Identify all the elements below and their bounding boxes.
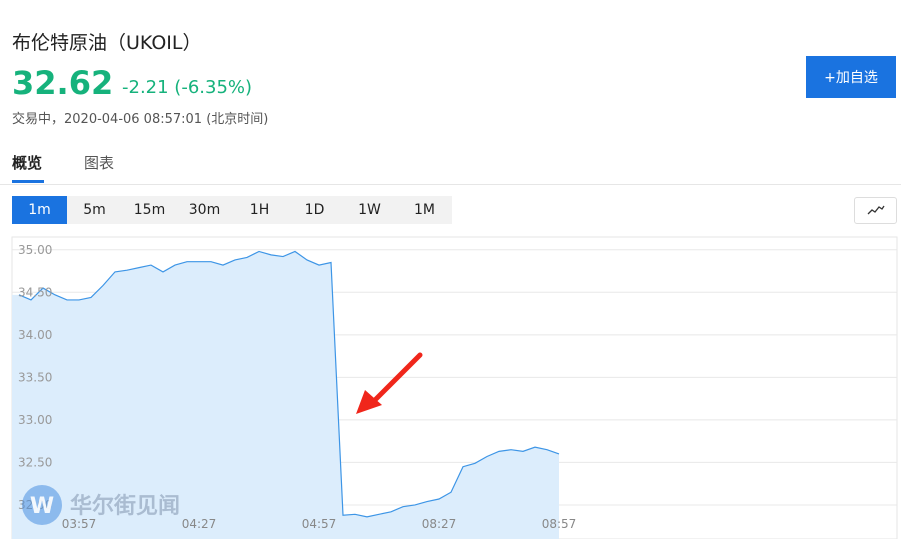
y-tick-label: 32.50 bbox=[18, 455, 52, 469]
status: 交易中，2020-04-06 08:57:01 (北京时间) bbox=[12, 112, 269, 127]
tab[interactable]: 概览 bbox=[12, 154, 43, 172]
interval-button[interactable]: 1W bbox=[358, 202, 381, 218]
x-tick-label: 04:27 bbox=[182, 517, 217, 531]
x-tick-label: 03:57 bbox=[62, 517, 97, 531]
x-tick-label: 08:27 bbox=[422, 517, 457, 531]
y-tick-label: 35.00 bbox=[18, 243, 52, 257]
interval-button[interactable]: 5m bbox=[83, 202, 106, 218]
watermark-logo-letter: W bbox=[30, 494, 54, 519]
area bbox=[12, 251, 559, 539]
tab[interactable]: 图表 bbox=[84, 154, 115, 172]
x-tick-label: 08:57 bbox=[542, 517, 577, 531]
arrow-head bbox=[356, 390, 382, 414]
y-tick-label: 34.00 bbox=[18, 328, 52, 342]
interval-button[interactable]: 1H bbox=[249, 202, 270, 218]
add-watchlist-button[interactable]: +加自选 bbox=[806, 56, 896, 98]
interval-bar bbox=[12, 196, 452, 224]
change: -2.21 (-6.35%) bbox=[122, 77, 253, 98]
y-tick-label: 33.50 bbox=[18, 370, 52, 384]
arrow-shaft bbox=[367, 352, 423, 408]
title: 布伦特原油（UKOIL） bbox=[12, 32, 202, 54]
price: 32.62 bbox=[12, 64, 114, 102]
line bbox=[18, 250, 560, 518]
interval-button[interactable]: 1D bbox=[304, 202, 325, 218]
divider bbox=[0, 184, 901, 185]
y-tick-label: 33.00 bbox=[18, 413, 52, 427]
chart-type-button[interactable] bbox=[854, 197, 897, 224]
y-tick-label: 34.50 bbox=[18, 285, 52, 299]
watermark-logo bbox=[22, 485, 62, 525]
interval-button[interactable]: 15m bbox=[133, 202, 166, 218]
interval-button[interactable]: 1M bbox=[414, 202, 435, 218]
interval-button[interactable]: 30m bbox=[188, 202, 221, 218]
x-tick-label: 04:57 bbox=[302, 517, 337, 531]
interval-button[interactable]: 1m bbox=[12, 196, 67, 224]
icon bbox=[867, 205, 885, 215]
tab-underline bbox=[12, 180, 44, 183]
watermark: 华尔街见闻 bbox=[70, 493, 180, 519]
